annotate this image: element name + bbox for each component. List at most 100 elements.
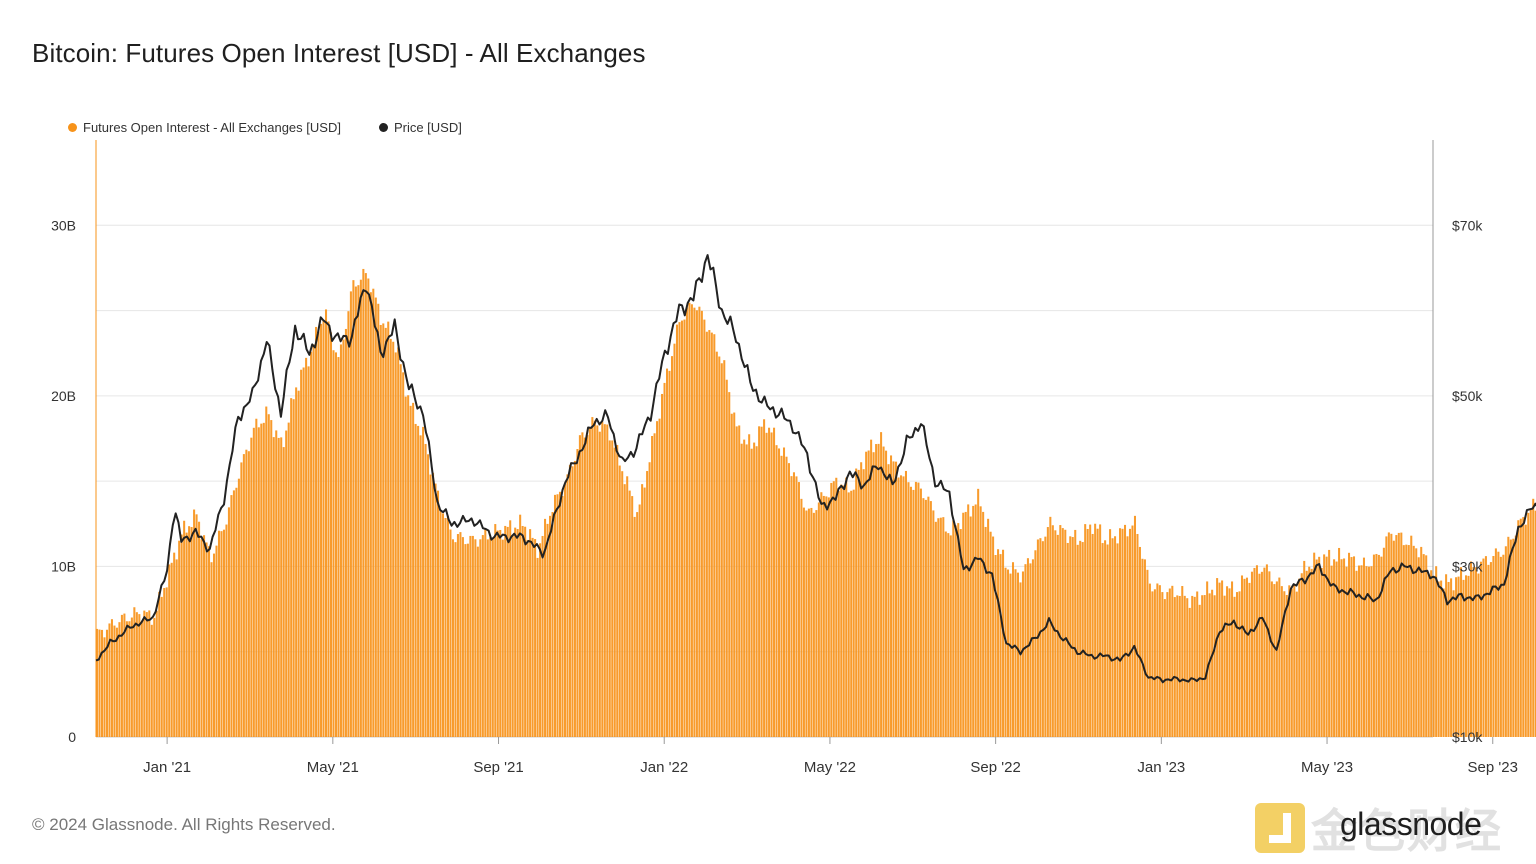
oi-bar xyxy=(1357,565,1361,737)
x-tick-label: May '22 xyxy=(804,759,856,776)
oi-bar xyxy=(1527,512,1530,737)
oi-bar xyxy=(673,343,676,737)
oi-bar xyxy=(623,484,626,737)
oi-bar xyxy=(1442,588,1445,737)
oi-bar xyxy=(967,504,970,737)
oi-bar xyxy=(899,475,903,737)
oi-bar xyxy=(120,614,123,737)
oi-bar xyxy=(292,399,295,737)
oi-bar xyxy=(1014,569,1017,737)
oi-bar xyxy=(1407,545,1410,737)
oi-bar xyxy=(437,490,440,737)
oi-bar xyxy=(897,477,900,737)
oi-bar xyxy=(977,488,980,737)
oi-bar xyxy=(1303,560,1306,737)
oi-bar xyxy=(539,543,542,737)
oi-bar xyxy=(531,537,534,737)
oi-bar xyxy=(215,545,218,737)
oi-bar xyxy=(621,471,624,737)
oi-bar xyxy=(850,490,853,737)
oi-bar xyxy=(113,625,116,737)
oi-bar xyxy=(1009,573,1012,737)
oi-bar xyxy=(521,525,524,737)
oi-bar xyxy=(994,554,997,737)
oi-bar xyxy=(1320,568,1323,737)
oi-bar xyxy=(1031,559,1034,737)
legend-item-price[interactable]: Price [USD] xyxy=(378,120,462,135)
oi-bar xyxy=(638,504,641,737)
oi-bar xyxy=(1432,575,1435,737)
oi-bar xyxy=(334,352,337,737)
oi-bar xyxy=(917,482,920,737)
oi-bar xyxy=(603,424,606,737)
oi-bar xyxy=(1203,595,1206,737)
oi-bar xyxy=(890,455,893,737)
watermark-logo-icon xyxy=(1255,803,1305,853)
oi-bar xyxy=(1445,574,1448,737)
oi-bar xyxy=(1392,540,1395,737)
oi-bar xyxy=(885,450,888,737)
oi-bar xyxy=(1519,518,1522,737)
oi-bar xyxy=(556,494,559,737)
oi-bar xyxy=(1211,589,1214,737)
oi-bar xyxy=(404,396,407,737)
oi-bar xyxy=(205,542,208,737)
oi-bar xyxy=(1084,524,1087,737)
oi-bar xyxy=(1240,575,1244,737)
oi-bar xyxy=(832,481,835,737)
oi-bar xyxy=(1250,571,1253,737)
oi-bar xyxy=(511,534,514,737)
oi-bar xyxy=(354,286,357,737)
oi-bar xyxy=(392,341,395,737)
oi-bar xyxy=(728,392,731,737)
oi-bar xyxy=(1340,559,1343,737)
oi-bar xyxy=(422,426,425,737)
oi-bar xyxy=(807,508,810,737)
oi-bar xyxy=(324,309,328,737)
oi-bar xyxy=(1529,508,1532,737)
oi-bar xyxy=(608,440,611,737)
oi-bar xyxy=(250,437,253,737)
oi-bar xyxy=(964,511,967,737)
oi-bar xyxy=(394,352,397,737)
legend-item-open-interest[interactable]: Futures Open Interest - All Exchanges [U… xyxy=(68,120,341,135)
oi-bar xyxy=(1412,545,1415,737)
oi-bar xyxy=(230,495,233,737)
oi-bar xyxy=(616,445,619,737)
oi-bar xyxy=(100,629,104,737)
oi-bar xyxy=(1278,577,1281,737)
oi-bar xyxy=(857,469,860,737)
oi-bar xyxy=(143,610,146,737)
oi-bar xyxy=(1420,546,1423,737)
oi-bar xyxy=(481,535,484,737)
oi-bar xyxy=(163,587,166,737)
oi-bar xyxy=(260,423,263,737)
oi-bar xyxy=(733,412,736,737)
oi-bar xyxy=(934,521,937,737)
oi-bar xyxy=(780,455,783,737)
oi-bar xyxy=(1333,559,1336,737)
oi-bar xyxy=(872,452,875,737)
oi-bar xyxy=(200,539,203,737)
oi-bar xyxy=(1034,550,1037,737)
oi-bar xyxy=(1310,568,1313,737)
oi-bar xyxy=(573,460,576,737)
oi-bar xyxy=(1487,564,1490,737)
oi-bar xyxy=(1046,527,1049,737)
oi-bar xyxy=(758,426,761,737)
oi-bar xyxy=(1382,547,1385,737)
oi-bar xyxy=(1101,543,1104,737)
oi-bar xyxy=(802,507,805,737)
oi-bar xyxy=(479,539,482,737)
oi-bar xyxy=(501,539,504,737)
price-line xyxy=(95,254,1536,684)
oi-bar xyxy=(1128,528,1132,737)
oi-bar xyxy=(952,520,955,737)
oi-bar xyxy=(1054,530,1057,737)
oi-bar xyxy=(1397,532,1400,737)
oi-bar xyxy=(1524,524,1527,737)
oi-bar xyxy=(519,514,522,737)
legend: Futures Open Interest - All Exchanges [U… xyxy=(68,120,462,135)
oi-bar xyxy=(1138,546,1141,737)
